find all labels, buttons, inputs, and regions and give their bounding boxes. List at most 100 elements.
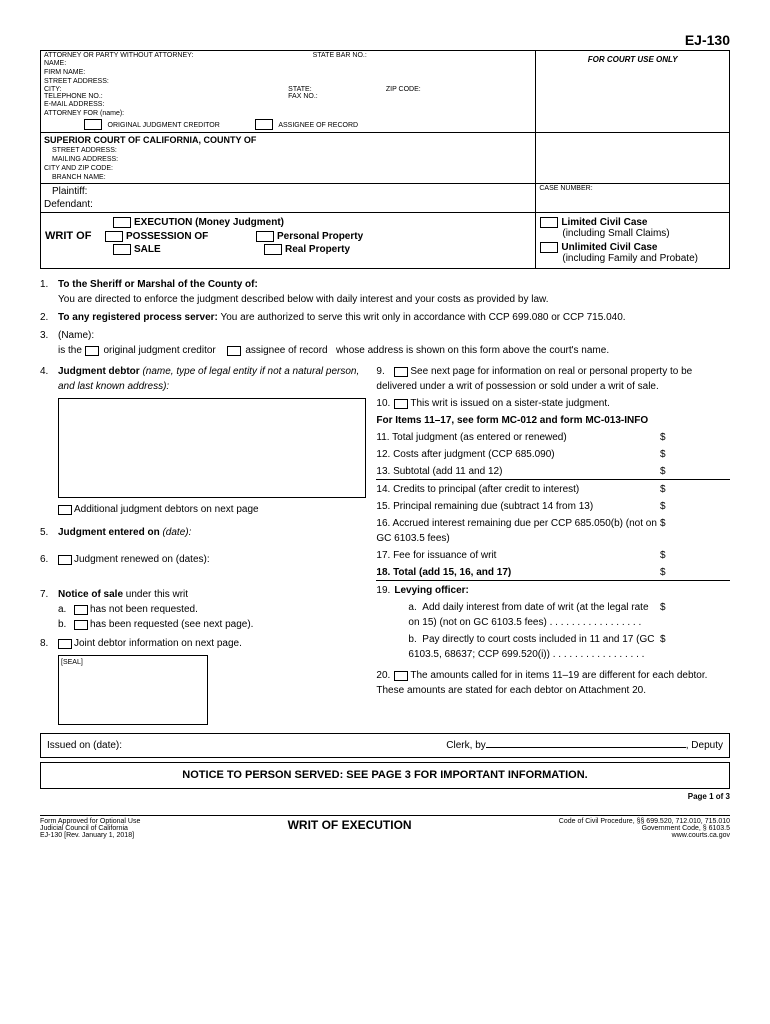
item-4-num: 4. [40, 364, 58, 394]
writ-of-label: WRIT OF [45, 230, 105, 242]
footer-center: WRIT OF EXECUTION [288, 818, 412, 839]
item-3-orig: original judgment creditor [103, 345, 215, 356]
checkbox-orig-creditor[interactable] [84, 119, 102, 130]
clerk-label: Clerk, by [446, 738, 485, 753]
item-11: 11. Total judgment (as entered or renewe… [376, 430, 660, 445]
item-3-num: 3. [40, 328, 58, 358]
item-19a: a. Add daily interest from date of writ … [408, 600, 660, 630]
street-label: STREET ADDRESS: [44, 77, 532, 86]
checkbox-8[interactable] [58, 639, 72, 649]
item-6: Judgment renewed on (dates): [74, 554, 210, 565]
fax-label: FAX NO.: [288, 93, 318, 100]
item-5b: (date): [160, 527, 192, 538]
email-label: E-MAIL ADDRESS: [44, 100, 532, 109]
footer-left2: Judicial Council of California [40, 825, 140, 832]
limited-sub: (including Small Claims) [540, 228, 725, 239]
item-7-num: 7. [40, 587, 58, 632]
item-1: To the Sheriff or Marshal of the County … [58, 279, 258, 290]
footer-right2: Government Code, § 6103.5 [559, 825, 730, 832]
item-3-assign: assignee of record [245, 345, 327, 356]
orig-creditor-label: ORIGINAL JUDGMENT CREDITOR [108, 122, 220, 129]
item-20: The amounts called for in items 11–19 ar… [376, 670, 707, 696]
checkbox-7b[interactable] [74, 620, 88, 630]
footer-left1: Form Approved for Optional Use [40, 818, 140, 825]
footer-right3: www.courts.ca.gov [559, 832, 730, 839]
court-title: SUPERIOR COURT OF CALIFORNIA, COUNTY OF [44, 134, 532, 146]
checkbox-10[interactable] [394, 399, 408, 409]
item-1-num: 1. [40, 277, 58, 307]
amt-14: $ [660, 482, 730, 497]
state-label: STATE: [288, 86, 386, 93]
item-3-tail: whose address is shown on this form abov… [336, 345, 609, 356]
amt-11: $ [660, 430, 730, 445]
item-18: 18. Total (add 15, 16, and 17) [376, 565, 660, 580]
item-7a: has not been requested. [90, 604, 198, 615]
issued-label: Issued on (date): [47, 738, 122, 753]
debtor-box[interactable] [58, 398, 366, 498]
checkbox-add-debtors[interactable] [58, 505, 72, 515]
court-branch: BRANCH NAME: [44, 173, 532, 182]
item-7b: has been requested (see next page). [90, 619, 253, 630]
checkbox-limited-civil[interactable] [540, 217, 558, 228]
checkbox-renewed[interactable] [58, 555, 72, 565]
item-4-add: Additional judgment debtors on next page [74, 504, 259, 515]
case-number-label: CASE NUMBER: [536, 184, 729, 212]
item-8: Joint debtor information on next page. [74, 638, 242, 649]
item-16: 16. Accrued interest remaining due per C… [376, 516, 660, 546]
plaintiff-label: Plaintiff: [44, 185, 532, 198]
item-7-tail: under this writ [123, 589, 188, 600]
form-number: EJ-130 [40, 32, 730, 48]
real-prop-label: Real Property [285, 244, 350, 255]
item-2-num: 2. [40, 310, 58, 325]
item-12: 12. Costs after judgment (CCP 685.090) [376, 447, 660, 462]
checkbox-sale[interactable] [113, 244, 131, 255]
firm-label: FIRM NAME: [44, 68, 532, 77]
assignee-label: ASSIGNEE OF RECORD [278, 122, 358, 129]
item-10: This writ is issued on a sister-state ju… [410, 398, 610, 409]
checkbox-unlimited-civil[interactable] [540, 242, 558, 253]
checkbox-personal-prop[interactable] [256, 231, 274, 242]
amt-19a: $ [660, 600, 730, 630]
court-cityzip: CITY AND ZIP CODE: [44, 164, 532, 173]
checkbox-possession[interactable] [105, 231, 123, 242]
court-mail: MAILING ADDRESS: [44, 155, 532, 164]
footer-right1: Code of Civil Procedure, §§ 699.520, 712… [559, 818, 730, 825]
checkbox-20[interactable] [394, 671, 408, 681]
attorney-label: ATTORNEY OR PARTY WITHOUT ATTORNEY: [44, 52, 313, 59]
page-number: Page 1 of 3 [40, 791, 730, 803]
checkbox-9[interactable] [394, 367, 408, 377]
form-body: 1. To the Sheriff or Marshal of the Coun… [40, 269, 730, 811]
footer: Form Approved for Optional Use Judicial … [40, 815, 730, 839]
unlimited-sub: (including Family and Probate) [540, 253, 725, 264]
item-17: 17. Fee for issuance of writ [376, 548, 660, 563]
checkbox-assignee[interactable] [255, 119, 273, 130]
checkbox-execution[interactable] [113, 217, 131, 228]
checkbox-7a[interactable] [74, 605, 88, 615]
possession-label: POSSESSION OF [126, 231, 256, 242]
item-3: (Name): [58, 330, 94, 341]
form-header-box: ATTORNEY OR PARTY WITHOUT ATTORNEY: STAT… [40, 50, 730, 269]
amt-17: $ [660, 548, 730, 563]
item-1-sub: You are directed to enforce the judgment… [58, 294, 548, 305]
court-street: STREET ADDRESS: [44, 146, 532, 155]
item-8-num: 8. [40, 636, 58, 651]
clerk-signature-line[interactable] [486, 747, 686, 748]
checkbox-real-prop[interactable] [264, 244, 282, 255]
item-4a: Judgment debtor [58, 366, 140, 377]
city-label: CITY: [44, 86, 288, 93]
checkbox-assignee-rec[interactable] [227, 346, 241, 356]
seal-box: [SEAL] [58, 655, 208, 725]
checkbox-orig-jc[interactable] [85, 346, 99, 356]
defendant-label: Defendant: [44, 198, 532, 211]
amt-18: $ [660, 565, 730, 580]
amt-12: $ [660, 447, 730, 462]
item-15: 15. Principal remaining due (subtract 14… [376, 499, 660, 514]
forms-ref: For Items 11–17, see form MC-012 and for… [376, 413, 730, 428]
limited-civil-label: Limited Civil Case [561, 217, 647, 228]
item-19b: b. Pay directly to court costs included … [408, 632, 660, 662]
item-3-isthe: is the [58, 345, 82, 356]
zip-label: ZIP CODE: [386, 86, 421, 93]
item-5a: Judgment entered on [58, 527, 160, 538]
amt-15: $ [660, 499, 730, 514]
attorney-for-label: ATTORNEY FOR (name): [44, 109, 532, 118]
